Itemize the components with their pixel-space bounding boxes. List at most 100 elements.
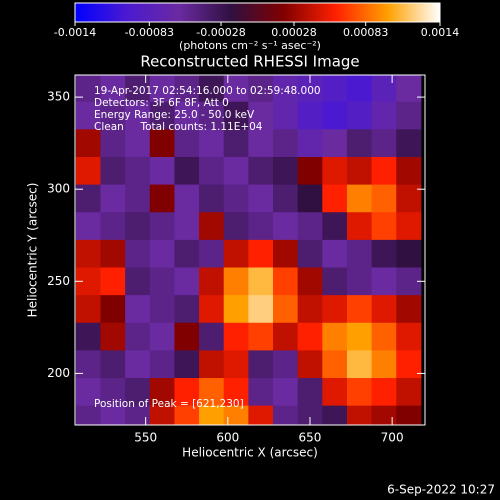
- heatmap-cell: [149, 156, 175, 186]
- heatmap-cell: [174, 322, 200, 351]
- heatmap-cell: [100, 405, 126, 425]
- heatmap-cell: [174, 184, 200, 213]
- heatmap-cell: [149, 212, 175, 241]
- chart-title: Reconstructed RHESSI Image: [140, 53, 359, 71]
- heatmap-cell: [273, 350, 299, 379]
- heatmap-cell: [75, 322, 101, 351]
- heatmap-cell: [199, 295, 225, 324]
- heatmap-cell: [75, 350, 101, 379]
- heatmap-cell: [248, 156, 274, 186]
- heatmap-cell: [273, 295, 299, 324]
- heatmap-cell: [125, 239, 151, 268]
- heatmap-cell: [322, 350, 348, 379]
- heatmap-cell: [322, 101, 348, 130]
- heatmap-cell: [322, 156, 348, 186]
- heatmap-cell: [273, 101, 299, 130]
- heatmap-cell: [346, 267, 373, 296]
- annotation: Clean Total counts: 1.11E+04: [94, 121, 263, 133]
- heatmap-cell: [174, 156, 200, 186]
- heatmap-cell: [396, 350, 422, 379]
- heatmap-cell: [297, 405, 323, 425]
- peak-label: Position of Peak = [621,230]: [94, 398, 244, 410]
- colorbar-tick-label: 0.00083: [343, 26, 389, 39]
- colorbar-label: (photons cm⁻² s⁻¹ asec⁻²): [179, 39, 321, 52]
- heatmap-cell: [199, 322, 225, 351]
- plot-frame: [74, 74, 426, 426]
- heatmap-cell: [248, 75, 274, 103]
- heatmap-cell: [371, 156, 397, 186]
- heatmap-cell: [149, 129, 175, 158]
- heatmap-cell: [248, 378, 274, 407]
- heatmap-cell: [100, 184, 126, 213]
- heatmap-cell: [174, 212, 200, 241]
- heatmap-cell: [75, 156, 101, 186]
- heatmap-cell: [371, 405, 397, 425]
- heatmap-cell: [297, 322, 323, 351]
- heatmap-cell: [297, 156, 323, 186]
- heatmap-cell: [223, 378, 249, 407]
- heatmap-cell: [149, 239, 175, 268]
- heatmap-cell: [223, 129, 249, 158]
- heatmap-cell: [223, 239, 249, 268]
- heatmap-cell: [75, 295, 101, 324]
- heatmap-cell: [223, 322, 249, 351]
- colorbar-tick-label: 0.00028: [271, 26, 317, 39]
- heatmap-cell: [396, 212, 422, 241]
- heatmap-cell: [273, 322, 299, 351]
- heatmap-cell: [322, 129, 348, 158]
- heatmap-cell: [125, 295, 151, 324]
- heatmap-cell: [199, 378, 225, 407]
- heatmap-cell: [371, 212, 397, 241]
- heatmap-cell: [75, 101, 101, 130]
- heatmap-cell: [273, 212, 299, 241]
- heatmap-cell: [297, 239, 323, 268]
- heatmap-cell: [297, 350, 323, 379]
- heatmap-cell: [248, 405, 274, 425]
- heatmap-cell: [174, 405, 200, 425]
- heatmap-cell: [125, 101, 151, 130]
- heatmap-cell: [371, 267, 397, 296]
- heatmap-cell: [322, 295, 348, 324]
- heatmap-cell: [273, 156, 299, 186]
- heatmap-cell: [100, 295, 126, 324]
- heatmap-cell: [100, 212, 126, 241]
- heatmap-cell: [223, 156, 249, 186]
- y-axis-label: Heliocentric Y (arcsec): [26, 183, 40, 318]
- heatmap-cell: [100, 156, 126, 186]
- heatmap-cell: [174, 295, 200, 324]
- heatmap-cell: [100, 129, 126, 158]
- heatmap-cell: [297, 267, 323, 296]
- heatmap-cell: [322, 378, 348, 407]
- heatmap-cell: [248, 322, 274, 351]
- heatmap-cell: [199, 405, 225, 425]
- heatmap-cell: [223, 405, 249, 425]
- heatmap-cell: [322, 212, 348, 241]
- heatmap-cell: [199, 156, 225, 186]
- heatmap-cell: [199, 239, 225, 268]
- colorbar-tick-label: -0.0014: [54, 26, 96, 39]
- heatmap-cell: [75, 378, 101, 407]
- heatmap-cell: [248, 267, 274, 296]
- heatmap-cell: [125, 129, 151, 158]
- heatmap-cell: [149, 350, 175, 379]
- heatmap-cell: [346, 295, 373, 324]
- x-tick-label: 550: [134, 431, 157, 445]
- heatmap-cell: [199, 350, 225, 379]
- heatmap-cell: [149, 75, 175, 103]
- heatmap-cell: [248, 212, 274, 241]
- heatmap-cell: [346, 101, 373, 130]
- heatmap-cell: [297, 101, 323, 130]
- y-tick-label: 200: [47, 366, 70, 380]
- heatmap-cell: [149, 295, 175, 324]
- heatmap-cell: [297, 129, 323, 158]
- heatmap-cell: [248, 295, 274, 324]
- heatmap-cell: [371, 75, 397, 103]
- heatmap-cell: [174, 239, 200, 268]
- heatmap-cell: [223, 101, 249, 130]
- heatmap-cell: [149, 405, 175, 425]
- annotation: Detectors: 3F 6F 8F, Att 0: [94, 97, 229, 109]
- heatmap-cell: [125, 156, 151, 186]
- heatmap-cell: [322, 75, 348, 103]
- heatmap-cell: [199, 184, 225, 213]
